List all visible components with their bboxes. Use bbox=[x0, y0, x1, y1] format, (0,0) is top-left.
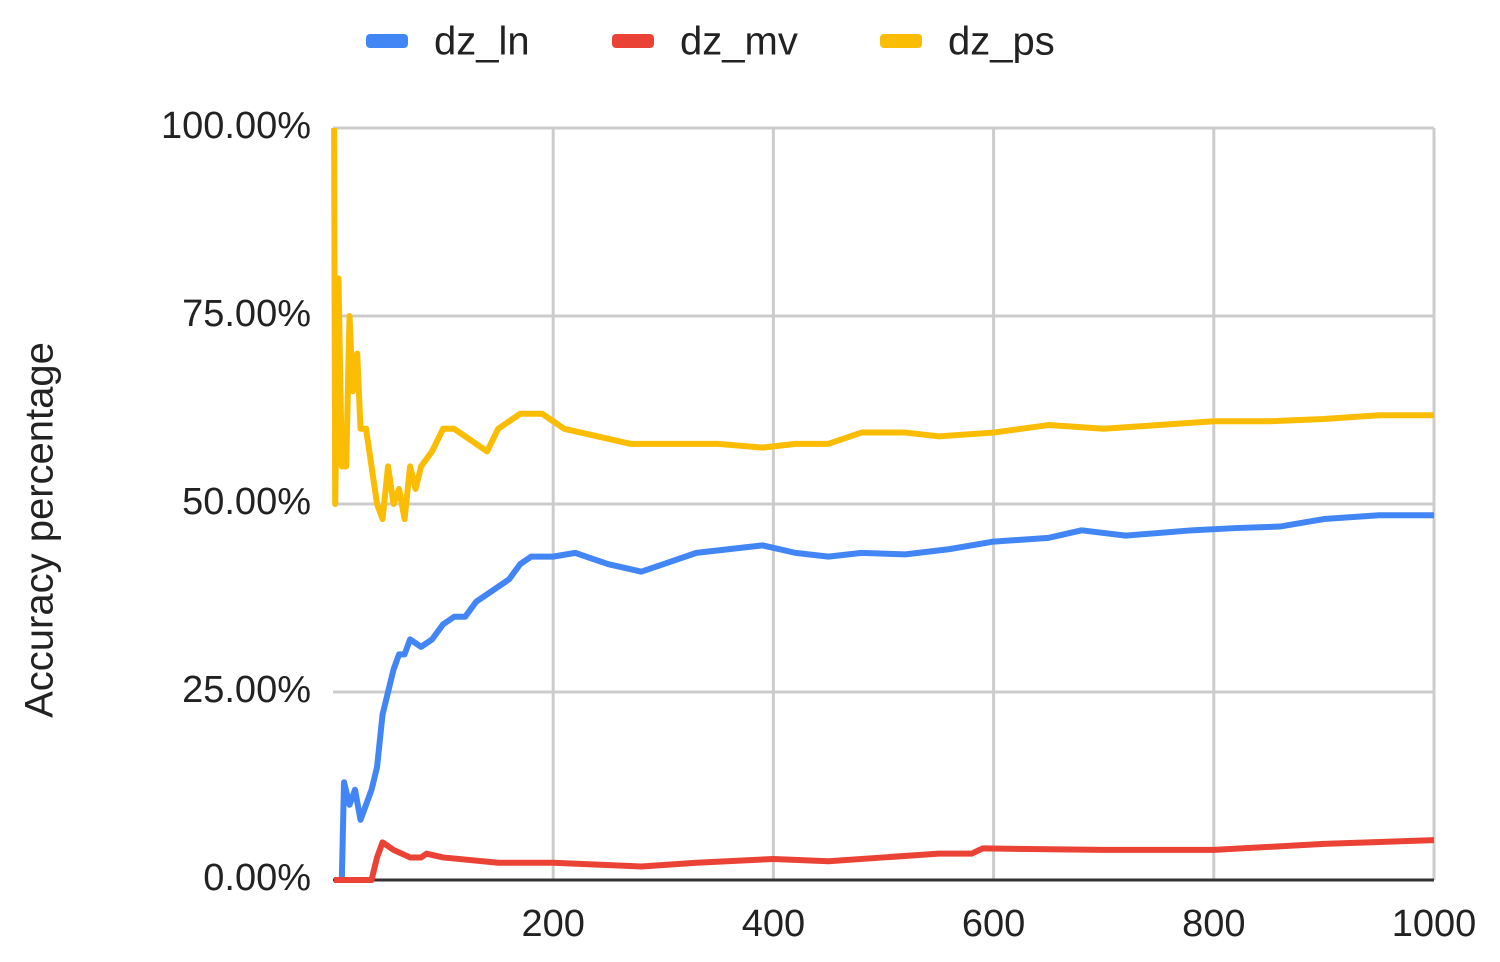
x-tick-label: 400 bbox=[742, 903, 805, 945]
y-axis-label: Accuracy percentage bbox=[18, 342, 62, 718]
legend-label: dz_ps bbox=[948, 20, 1055, 64]
legend-label: dz_ln bbox=[434, 20, 530, 64]
legend-swatch bbox=[366, 34, 408, 48]
series-line bbox=[331, 127, 1434, 523]
x-tick-label: 600 bbox=[962, 903, 1025, 945]
legend-label: dz_mv bbox=[680, 20, 798, 64]
x-tick-label: 200 bbox=[521, 903, 584, 945]
series-line bbox=[334, 837, 1435, 883]
series-line bbox=[334, 512, 1434, 883]
y-tick-label: 50.00% bbox=[182, 481, 311, 523]
y-tick-label: 25.00% bbox=[182, 669, 311, 711]
y-tick-label: 0.00% bbox=[203, 857, 311, 899]
legend-swatch bbox=[880, 34, 922, 48]
legend-swatch bbox=[612, 34, 654, 48]
x-tick-label: 1000 bbox=[1392, 903, 1477, 945]
x-tick-label: 800 bbox=[1182, 903, 1245, 945]
y-tick-label: 75.00% bbox=[182, 293, 311, 335]
y-tick-label: 100.00% bbox=[161, 105, 311, 147]
